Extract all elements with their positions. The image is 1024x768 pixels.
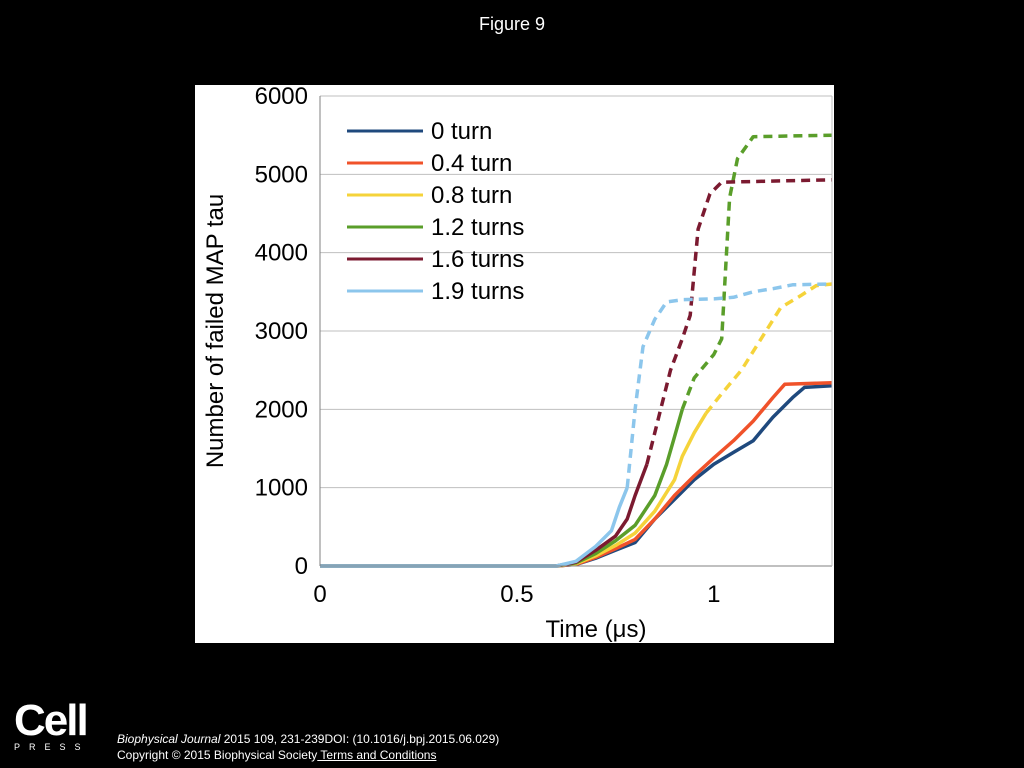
series-line-dashed (625, 282, 833, 488)
logo-subtitle: PRESS (14, 742, 90, 752)
axes (319, 96, 833, 567)
tick-labels: 0 1000 2000 3000 4000 5000 6000 0 0.5 1 (255, 85, 721, 608)
y-tick-label: 2000 (255, 396, 308, 423)
series-line-solid (320, 380, 833, 568)
legend-label: 1.6 turns (431, 246, 524, 273)
legend: 0 turn 0.4 turn 0.8 turn 1.2 turns 1.6 turns… (347, 118, 524, 305)
y-tick-label: 1000 (255, 475, 308, 502)
series-line-solid (320, 412, 708, 568)
chart-panel: 0 1000 2000 3000 4000 5000 6000 0 0.5 1 Time (μs)… (195, 85, 834, 643)
logo-wordmark: Cell (14, 696, 89, 745)
y-tick-label: 3000 (255, 318, 308, 345)
x-tick-label: 1 (707, 581, 720, 608)
series-line-solid (320, 463, 649, 568)
legend-label: 0.4 turn (431, 150, 512, 177)
terms-link[interactable]: Terms and Conditions (317, 748, 437, 762)
journal-name: Biophysical Journal (117, 732, 221, 746)
y-tick-label: 6000 (255, 85, 308, 110)
y-tick-label: 0 (295, 553, 308, 580)
y-axis-label: Number of failed MAP tau (202, 194, 229, 468)
copyright-text: Copyright © 2015 Biophysical Society (117, 748, 318, 762)
citation-block: Biophysical Journal 2015 109, 231-239DOI… (117, 731, 499, 763)
series-line-solid (320, 487, 629, 568)
series-line-dashed (704, 282, 833, 415)
legend-label: 0.8 turn (431, 182, 512, 209)
y-tick-label: 5000 (255, 161, 308, 188)
figure-title: Figure 9 (478, 14, 546, 34)
grid-lines (320, 95, 832, 567)
x-axis-label: Time (μs) (546, 616, 647, 643)
legend-label: 1.9 turns (431, 278, 524, 305)
y-tick-label: 4000 (255, 240, 308, 267)
series-lines (320, 133, 833, 568)
cell-press-logo: Cell PRESS (14, 696, 90, 753)
line-chart: 0 1000 2000 3000 4000 5000 6000 0 0.5 1 Time (μs)… (202, 85, 833, 643)
legend-label: 0 turn (431, 118, 492, 145)
series-line-solid (320, 384, 833, 568)
citation-details: 2015 109, 231-239DOI: (10.1016/j.bpj.201… (220, 732, 500, 746)
legend-label: 1.2 turns (431, 214, 524, 241)
citation-line: Biophysical Journal 2015 109, 231-239DOI… (117, 731, 499, 747)
copyright-line: Copyright © 2015 Biophysical Society Ter… (117, 747, 499, 763)
x-tick-label: 0.5 (500, 581, 533, 608)
x-tick-label: 0 (313, 581, 326, 608)
series-line-dashed (645, 178, 833, 465)
series-line-dashed (680, 133, 833, 410)
